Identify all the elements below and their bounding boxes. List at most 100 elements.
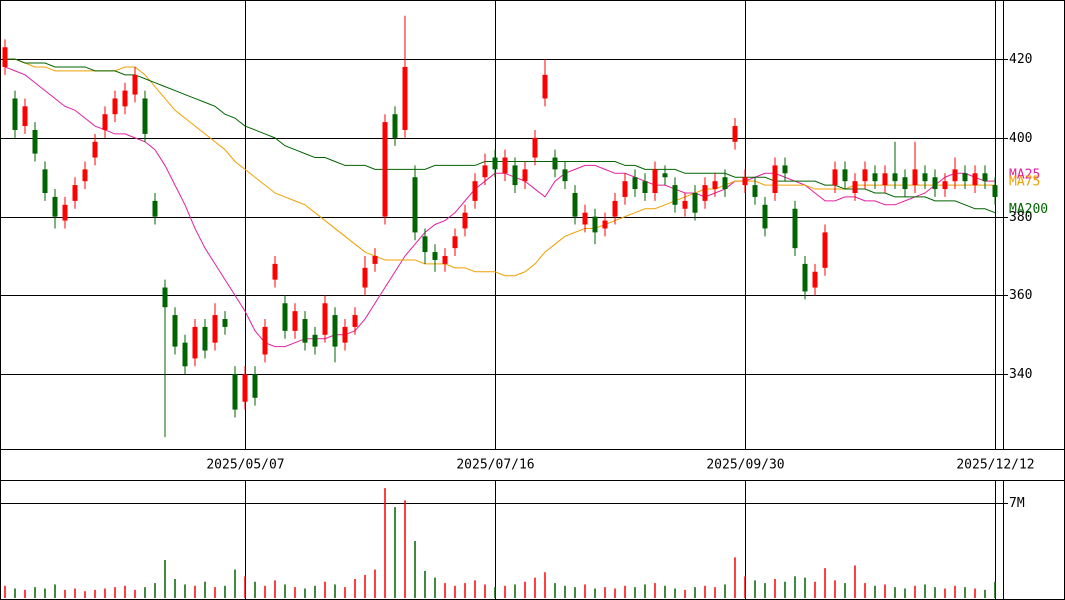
x-tick-label: 2025/07/16 — [456, 458, 534, 473]
candle-body — [12, 98, 18, 130]
volume-bar — [124, 585, 126, 598]
candle-body — [622, 181, 628, 197]
candle-body — [362, 267, 368, 288]
candle-body — [602, 220, 608, 229]
candle-body — [762, 204, 768, 229]
candle-body — [322, 303, 328, 335]
candle-body — [192, 326, 198, 359]
volume-bar — [664, 585, 666, 598]
candle-body — [502, 157, 508, 174]
volume-bar — [924, 584, 926, 598]
volume-bar — [204, 581, 206, 598]
volume-bar — [694, 587, 696, 598]
candle-body — [742, 177, 748, 186]
candle-body — [72, 185, 78, 201]
candle-body — [612, 200, 618, 217]
candle-body — [282, 303, 288, 331]
candle-body — [582, 212, 588, 225]
candle-body — [42, 169, 48, 193]
candle-body — [402, 66, 408, 130]
candle-body — [932, 177, 938, 190]
volume-bar — [404, 500, 406, 598]
volume-bar — [464, 583, 466, 598]
candle-body — [712, 181, 718, 190]
candle-body — [752, 185, 758, 197]
candle-body — [942, 181, 948, 190]
volume-bar — [644, 584, 646, 598]
volume-bar — [804, 577, 806, 598]
volume-bar — [874, 585, 876, 598]
volume-bar — [44, 588, 46, 598]
volume-bar — [414, 541, 416, 598]
candle-body — [442, 256, 448, 264]
volume-bar — [494, 587, 496, 598]
volume-bar — [764, 583, 766, 598]
volume-bar — [604, 587, 606, 598]
candle-body — [982, 173, 988, 182]
candle-body — [952, 169, 958, 182]
candle-body — [672, 185, 678, 205]
volume-bar — [674, 588, 676, 598]
volume-bar — [344, 587, 346, 598]
candle-body — [32, 129, 38, 154]
volume-bar — [834, 580, 836, 598]
volume-bar — [154, 583, 156, 598]
candle-body — [432, 252, 438, 260]
candle-body — [832, 169, 838, 186]
candle-body — [242, 374, 248, 402]
volume-bar — [364, 574, 366, 598]
volume-bar — [524, 581, 526, 598]
candle-body — [892, 173, 898, 182]
volume-bar — [824, 568, 826, 598]
volume-bar — [84, 591, 86, 598]
volume-bar — [994, 581, 996, 598]
candle-body — [392, 114, 398, 138]
volume-bar — [234, 569, 236, 598]
candle-body — [962, 173, 968, 182]
volume-bar — [534, 577, 536, 598]
candle-body — [452, 236, 458, 249]
candle-body — [232, 374, 238, 410]
candle-body — [172, 315, 178, 347]
y-tick-label: 400 — [1009, 131, 1032, 146]
volume-bar — [974, 588, 976, 598]
volume-bar — [844, 583, 846, 598]
volume-bar — [704, 585, 706, 598]
candle-body — [142, 98, 148, 134]
volume-bar — [394, 507, 396, 598]
volume-bar — [634, 587, 636, 598]
volume-bar — [814, 581, 816, 598]
volume-bar — [294, 587, 296, 598]
candle-body — [352, 315, 358, 327]
y-tick-label: 360 — [1009, 288, 1032, 303]
candle-body — [292, 311, 298, 331]
volume-bar — [894, 587, 896, 598]
volume-bar — [884, 584, 886, 598]
candle-body — [532, 137, 538, 158]
candle-body — [572, 192, 578, 217]
volume-bar — [374, 569, 376, 598]
candle-body — [372, 256, 378, 264]
volume-bar — [74, 588, 76, 598]
volume-bar — [574, 587, 576, 598]
volume-bar — [854, 565, 856, 598]
candle-body — [562, 169, 568, 182]
volume-bar — [794, 576, 796, 598]
volume-bar — [434, 577, 436, 598]
volume-bar — [914, 585, 916, 598]
candle-body — [912, 169, 918, 186]
candle-body — [152, 200, 158, 217]
volume-bar — [624, 585, 626, 598]
volume-bar — [304, 588, 306, 598]
candle-body — [182, 342, 188, 367]
volume-bar — [954, 585, 956, 598]
candle-body — [112, 98, 118, 115]
volume-bar — [514, 584, 516, 598]
moving-average-line — [5, 58, 995, 277]
candle-body — [922, 173, 928, 182]
candle-body — [82, 169, 88, 182]
volume-bar — [284, 584, 286, 598]
volume-bar — [164, 560, 166, 598]
volume-bar — [324, 581, 326, 598]
